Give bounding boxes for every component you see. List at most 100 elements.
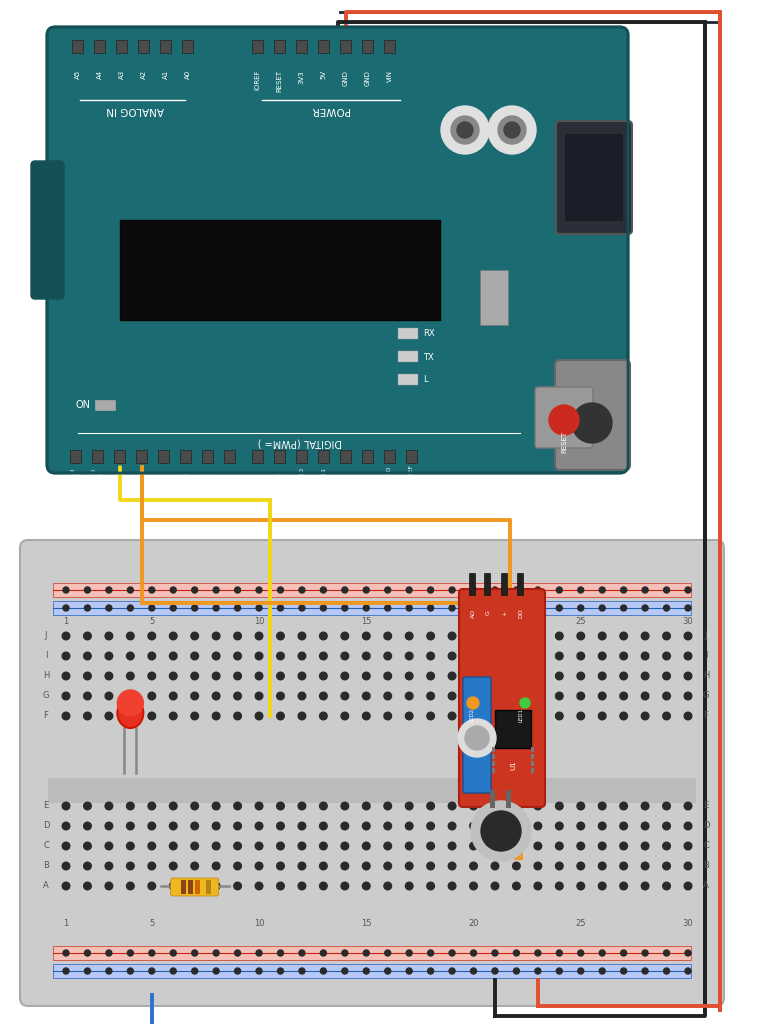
Bar (202, 450, 213, 463)
Circle shape (577, 632, 584, 640)
Text: ~10: ~10 (299, 467, 304, 480)
Bar (138, 40, 149, 53)
Text: RX: RX (423, 330, 435, 339)
Circle shape (470, 842, 477, 850)
Circle shape (663, 968, 670, 974)
Circle shape (106, 968, 112, 974)
Bar (48, 778, 696, 803)
Circle shape (277, 672, 284, 680)
Circle shape (684, 842, 692, 850)
Circle shape (62, 652, 70, 659)
Circle shape (321, 587, 326, 593)
Circle shape (470, 692, 477, 699)
Circle shape (128, 950, 133, 956)
Circle shape (191, 632, 198, 640)
Circle shape (319, 862, 327, 869)
Circle shape (534, 632, 542, 640)
Circle shape (319, 802, 327, 810)
Text: ANALOG IN: ANALOG IN (106, 105, 164, 115)
Text: 25: 25 (575, 919, 586, 928)
Circle shape (384, 652, 391, 659)
Text: RX0
0: RX0 0 (70, 468, 81, 480)
Text: 2: 2 (117, 476, 122, 480)
Circle shape (105, 862, 112, 869)
Circle shape (63, 968, 69, 974)
Text: 5: 5 (149, 919, 154, 928)
Circle shape (663, 802, 670, 810)
Circle shape (213, 587, 219, 593)
Text: 3V3: 3V3 (299, 70, 305, 84)
Circle shape (470, 802, 477, 810)
Circle shape (534, 822, 542, 829)
Bar (195, 880, 200, 894)
Circle shape (234, 802, 242, 810)
Circle shape (534, 862, 542, 869)
Text: G: G (486, 610, 490, 615)
Circle shape (620, 692, 628, 699)
Circle shape (84, 652, 91, 659)
Text: B: B (703, 861, 709, 870)
Circle shape (169, 632, 177, 640)
Circle shape (84, 672, 91, 680)
Circle shape (128, 968, 133, 974)
Bar (53, 583, 691, 597)
Circle shape (255, 862, 263, 869)
Text: G: G (703, 691, 709, 700)
Circle shape (298, 822, 306, 829)
Circle shape (405, 842, 413, 850)
Circle shape (191, 862, 198, 869)
Circle shape (342, 968, 348, 974)
Circle shape (470, 605, 477, 611)
Bar (70, 450, 81, 463)
Circle shape (491, 883, 499, 890)
Text: POWER: POWER (311, 105, 349, 115)
Text: 30: 30 (682, 617, 693, 627)
Circle shape (234, 652, 242, 659)
Circle shape (84, 968, 90, 974)
Circle shape (449, 587, 455, 593)
Circle shape (255, 713, 263, 720)
Circle shape (577, 862, 584, 869)
Circle shape (106, 950, 112, 956)
Circle shape (298, 672, 306, 680)
Circle shape (556, 713, 563, 720)
Circle shape (598, 802, 606, 810)
Circle shape (514, 587, 519, 593)
Bar (296, 450, 307, 463)
Circle shape (191, 822, 198, 829)
Circle shape (299, 605, 305, 611)
Circle shape (641, 822, 649, 829)
Bar (274, 450, 285, 463)
Circle shape (169, 802, 177, 810)
Circle shape (684, 862, 692, 869)
Circle shape (191, 802, 198, 810)
Circle shape (577, 842, 584, 850)
Circle shape (321, 950, 326, 956)
Bar (252, 450, 263, 463)
Circle shape (363, 822, 370, 829)
Circle shape (556, 672, 563, 680)
Circle shape (641, 842, 649, 850)
Bar (136, 450, 147, 463)
Circle shape (105, 842, 112, 850)
Circle shape (192, 605, 198, 611)
Circle shape (512, 632, 520, 640)
Circle shape (448, 883, 456, 890)
Circle shape (341, 672, 349, 680)
Circle shape (620, 672, 628, 680)
Bar (182, 40, 193, 53)
Circle shape (405, 802, 413, 810)
Circle shape (212, 842, 220, 850)
Circle shape (277, 950, 283, 956)
Text: 4: 4 (161, 476, 166, 480)
Text: H: H (703, 672, 709, 681)
Circle shape (149, 968, 155, 974)
Bar (53, 946, 691, 961)
Text: E: E (43, 802, 49, 811)
Circle shape (105, 883, 112, 890)
Bar (490, 790, 495, 808)
Text: VR1: VR1 (473, 730, 482, 745)
Circle shape (127, 713, 135, 720)
Circle shape (363, 713, 370, 720)
Bar (531, 746, 534, 752)
